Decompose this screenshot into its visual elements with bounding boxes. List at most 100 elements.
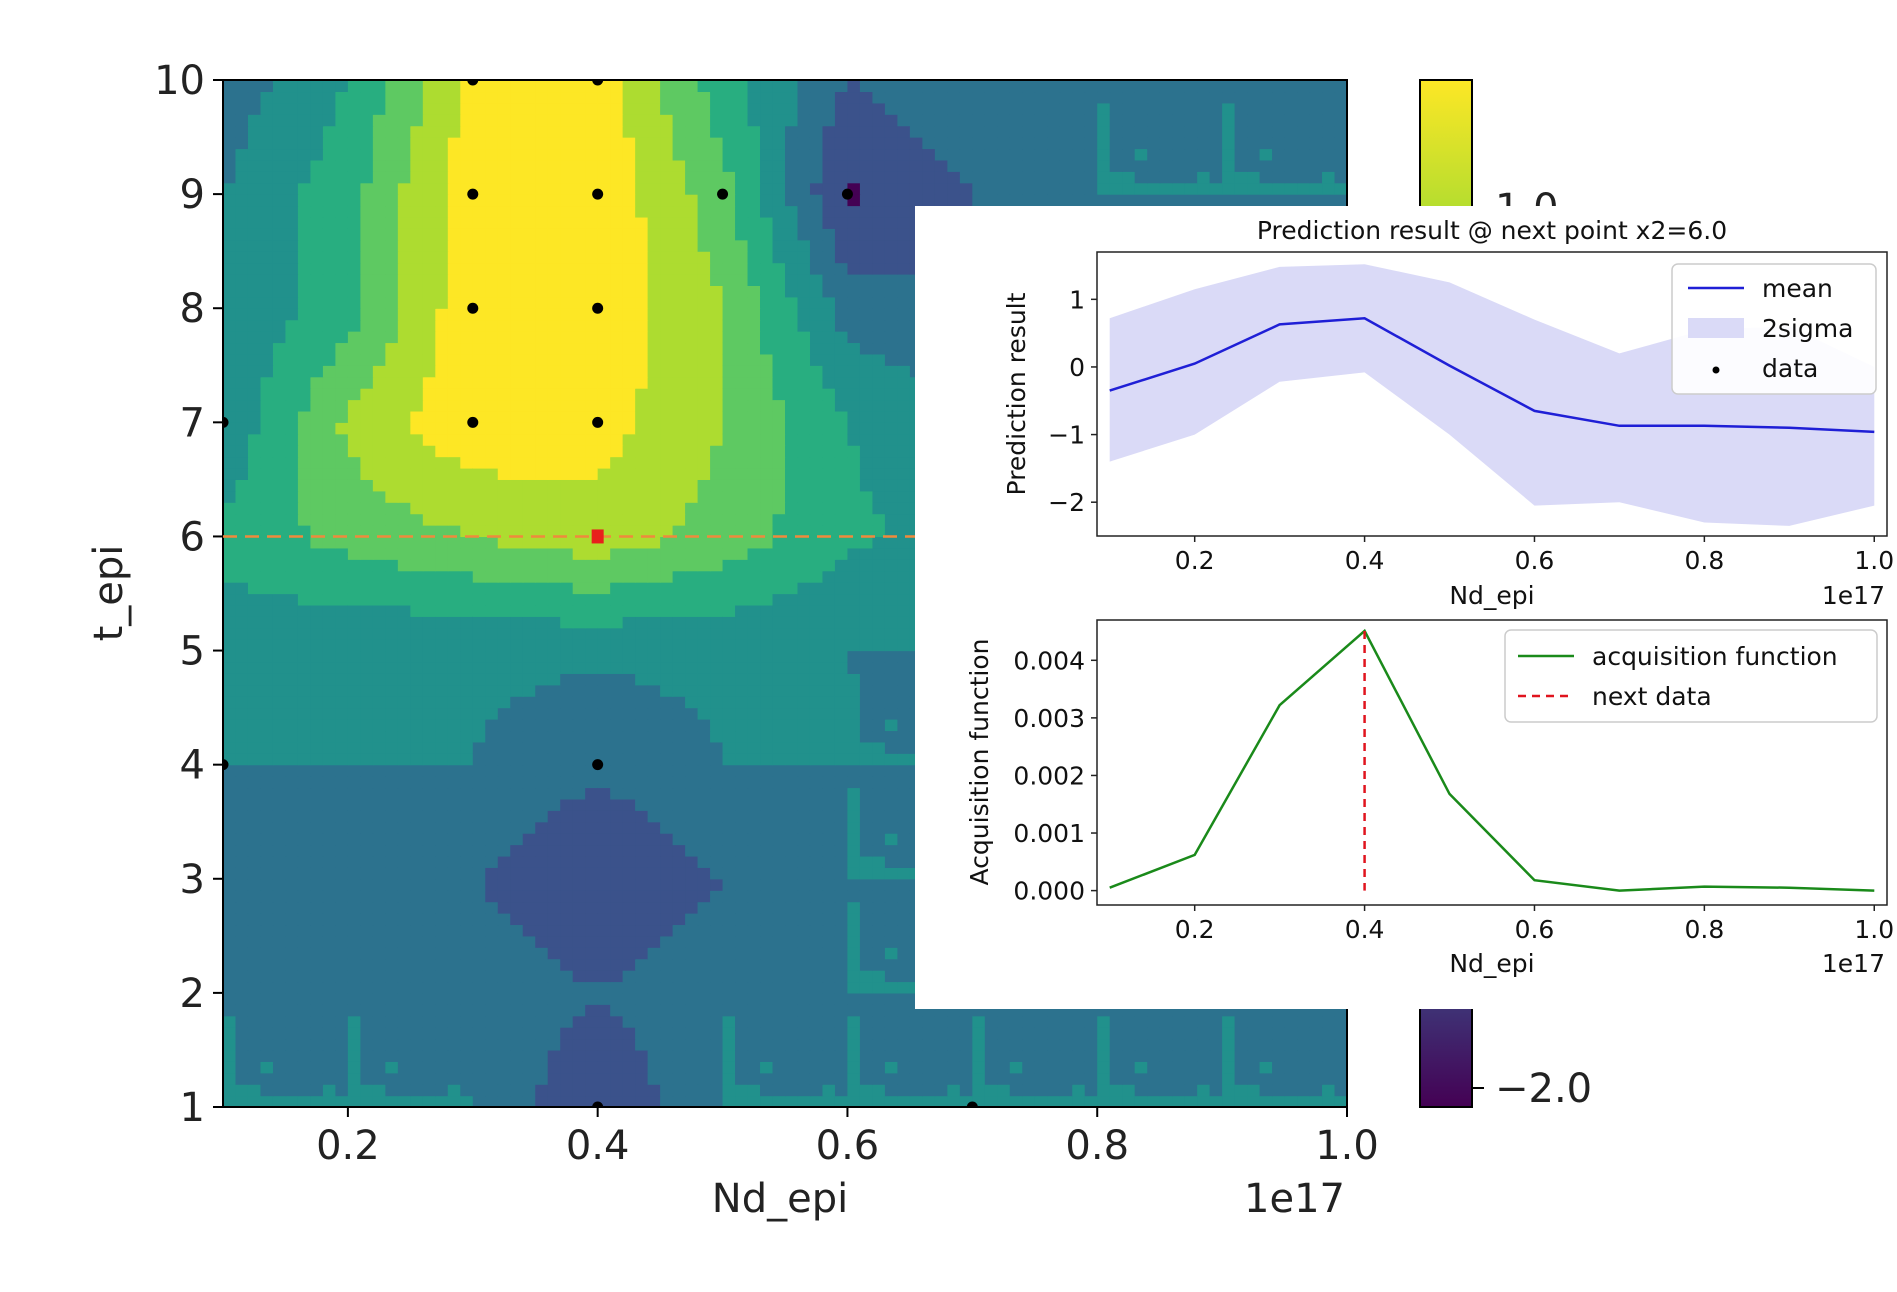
contour-cell — [510, 890, 524, 903]
contour-cell — [422, 525, 436, 538]
contour-cell — [660, 673, 674, 686]
contour-cell — [223, 1061, 237, 1074]
contour-cell — [397, 753, 411, 766]
contour-cell — [735, 479, 749, 492]
contour-cell — [372, 570, 386, 583]
contour-cell — [647, 844, 661, 857]
contour-cell — [510, 1004, 524, 1017]
contour-cell — [672, 582, 686, 595]
contour-cell — [260, 559, 274, 572]
contour-cell — [1209, 1061, 1223, 1074]
contour-cell — [735, 445, 749, 458]
contour-cell — [485, 570, 499, 583]
contour-cell — [547, 1084, 561, 1097]
contour-cell — [260, 707, 274, 720]
contour-cell — [897, 787, 911, 800]
contour-cell — [422, 422, 436, 435]
contour-cell — [360, 1072, 374, 1085]
contour-cell — [735, 970, 749, 983]
contour-cell — [635, 878, 649, 891]
contour-cell — [672, 730, 686, 743]
contour-cell — [822, 536, 836, 549]
contour-cell — [522, 1027, 536, 1040]
contour-cell — [410, 981, 424, 994]
contour-cell — [834, 696, 849, 709]
contour-cell — [260, 833, 274, 846]
contour-cell — [722, 604, 736, 617]
contour-cell — [472, 1061, 486, 1074]
contour-cell — [435, 684, 449, 697]
contour-cell — [447, 467, 461, 480]
contour-cell — [672, 479, 686, 492]
contour-cell — [809, 616, 824, 629]
contour-cell — [410, 650, 424, 663]
contour-cell — [1147, 1084, 1161, 1097]
contour-cell — [485, 787, 499, 800]
contour-cell — [410, 627, 424, 640]
contour-cell — [772, 673, 786, 686]
contour-cell — [310, 901, 324, 914]
contour-cell — [535, 1027, 549, 1040]
contour-cell — [1272, 1015, 1286, 1028]
contour-cell — [722, 456, 736, 469]
contour-cell — [647, 741, 661, 754]
contour-cell — [485, 741, 499, 754]
contour-cell — [472, 787, 486, 800]
contour-cell — [585, 1061, 599, 1074]
contour-cell — [735, 901, 749, 914]
contour-cell — [322, 422, 336, 435]
contour-cell — [1272, 1038, 1286, 1051]
contour-cell — [697, 810, 711, 823]
contour-cell — [310, 753, 324, 766]
contour-cell — [859, 878, 874, 891]
contour-cell — [647, 513, 661, 526]
contour-cell — [747, 924, 761, 937]
contour-cell — [1022, 1072, 1036, 1085]
contour-cell — [472, 502, 486, 515]
contour-cell — [360, 604, 374, 617]
contour-cell — [1172, 1015, 1186, 1028]
contour-cell — [884, 787, 898, 800]
contour-cell — [485, 582, 499, 595]
contour-cell — [522, 901, 536, 914]
contour-cell — [260, 1072, 274, 1085]
contour-cell — [785, 878, 799, 891]
contour-cell — [635, 604, 649, 617]
contour-cell — [435, 753, 449, 766]
contour-cell — [572, 867, 586, 880]
contour-cell — [622, 878, 636, 891]
contour-cell — [809, 855, 824, 868]
contour-cell — [610, 924, 624, 937]
contour-cell — [1309, 1061, 1323, 1074]
contour-cell — [585, 593, 599, 606]
contour-cell — [859, 798, 874, 811]
contour-cell — [235, 559, 249, 572]
contour-cell — [372, 467, 386, 480]
contour-cell — [760, 696, 774, 709]
contour-cell — [597, 776, 611, 789]
contour-cell — [685, 844, 699, 857]
contour-cell — [622, 684, 636, 697]
contour-cell — [647, 1038, 661, 1051]
contour-cell — [1284, 1049, 1298, 1062]
contour-cell — [410, 1084, 424, 1097]
contour-cell — [635, 913, 649, 926]
contour-cell — [522, 924, 536, 937]
contour-cell — [235, 764, 249, 777]
contour-cell — [285, 433, 299, 446]
contour-cell — [859, 1095, 874, 1107]
contour-cell — [834, 1095, 849, 1107]
contour-cell — [710, 935, 724, 948]
contour-cell — [610, 536, 624, 549]
contour-cell — [422, 730, 436, 743]
contour-cell — [822, 559, 836, 572]
contour-cell — [272, 1027, 287, 1040]
contour-cell — [872, 1004, 886, 1017]
contour-cell — [260, 924, 274, 937]
contour-cell — [272, 1038, 287, 1051]
contour-cell — [834, 1072, 849, 1085]
contour-cell — [310, 878, 324, 891]
contour-cell — [510, 696, 524, 709]
contour-cell — [223, 730, 237, 743]
contour-cell — [760, 981, 774, 994]
